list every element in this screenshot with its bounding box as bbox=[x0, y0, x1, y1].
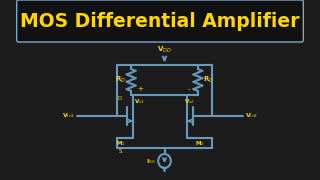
Text: +: + bbox=[137, 86, 143, 92]
Text: MOS Differential Amplifier: MOS Differential Amplifier bbox=[20, 12, 300, 30]
Text: S: S bbox=[118, 149, 122, 154]
FancyBboxPatch shape bbox=[17, 0, 303, 42]
Text: R$_D$: R$_D$ bbox=[115, 75, 126, 85]
Text: M$_1$: M$_1$ bbox=[116, 139, 125, 148]
Text: V$_{o2}$: V$_{o2}$ bbox=[184, 97, 195, 106]
Text: V$_{in2}$: V$_{in2}$ bbox=[245, 112, 258, 120]
Text: M$_2$: M$_2$ bbox=[195, 139, 204, 148]
Text: V$_{DD}$: V$_{DD}$ bbox=[157, 45, 172, 55]
Text: V$_{o1}$: V$_{o1}$ bbox=[134, 97, 145, 106]
Text: D: D bbox=[118, 96, 122, 101]
Text: V$_{in1}$: V$_{in1}$ bbox=[62, 112, 75, 120]
Text: I$_{SS}$: I$_{SS}$ bbox=[146, 158, 156, 166]
Text: -: - bbox=[188, 86, 190, 92]
Text: R$_D$: R$_D$ bbox=[203, 75, 214, 85]
